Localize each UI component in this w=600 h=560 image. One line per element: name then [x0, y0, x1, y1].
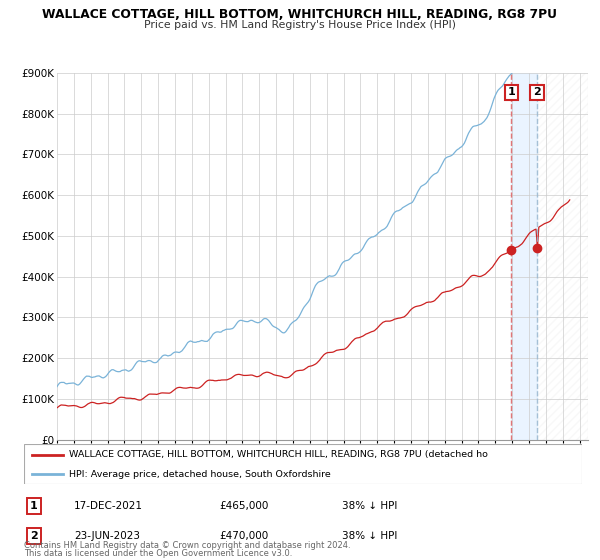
Text: 2: 2 [533, 87, 541, 97]
Text: This data is licensed under the Open Government Licence v3.0.: This data is licensed under the Open Gov… [24, 549, 292, 558]
Text: WALLACE COTTAGE, HILL BOTTOM, WHITCHURCH HILL, READING, RG8 7PU: WALLACE COTTAGE, HILL BOTTOM, WHITCHURCH… [43, 8, 557, 21]
Text: 1: 1 [30, 501, 38, 511]
Text: £465,000: £465,000 [220, 501, 269, 511]
Text: Price paid vs. HM Land Registry's House Price Index (HPI): Price paid vs. HM Land Registry's House … [144, 20, 456, 30]
Text: 17-DEC-2021: 17-DEC-2021 [74, 501, 143, 511]
Text: £470,000: £470,000 [220, 531, 269, 541]
Text: Contains HM Land Registry data © Crown copyright and database right 2024.: Contains HM Land Registry data © Crown c… [24, 541, 350, 550]
Text: 1: 1 [508, 87, 515, 97]
FancyBboxPatch shape [24, 444, 582, 484]
Text: HPI: Average price, detached house, South Oxfordshire: HPI: Average price, detached house, Sout… [68, 470, 331, 479]
Text: 38% ↓ HPI: 38% ↓ HPI [342, 501, 397, 511]
Text: 38% ↓ HPI: 38% ↓ HPI [342, 531, 397, 541]
Text: 23-JUN-2023: 23-JUN-2023 [74, 531, 140, 541]
Text: 2: 2 [30, 531, 38, 541]
Text: WALLACE COTTAGE, HILL BOTTOM, WHITCHURCH HILL, READING, RG8 7PU (detached ho: WALLACE COTTAGE, HILL BOTTOM, WHITCHURCH… [68, 450, 488, 459]
Bar [511, 73, 537, 440]
Bar [537, 73, 588, 440]
